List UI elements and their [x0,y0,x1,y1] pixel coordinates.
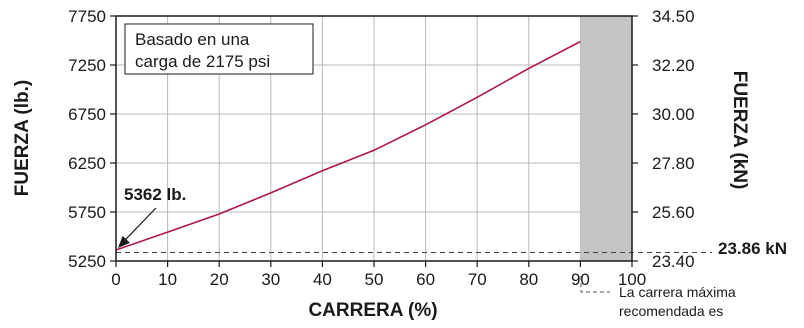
y-axis-title: FUERZA (lb.) [12,80,33,196]
y-tick-label: 5750 [68,203,106,222]
y2-tick-label: 27.80 [652,154,695,173]
shaded-region [580,16,632,261]
y2-tick-label: 23.40 [652,252,695,271]
y-tick-label: 6750 [68,105,106,124]
y2-tick-label: 30.00 [652,105,695,124]
y-tick-label: 7250 [68,56,106,75]
note-leader [580,276,610,293]
x-tick-label: 100 [618,270,646,289]
reference-line-label: 23.86 kN [718,239,787,258]
callout-arrow [124,207,157,241]
y-tick-label: 6250 [68,154,106,173]
callout-arrowhead [118,235,130,249]
ticks: 0 10 20 30 40 50 60 70 80 90 100 5250 23.40 5750 25.60… [68,7,694,289]
series-line [115,40,581,251]
y-tick-label: 5250 [68,252,106,271]
x-tick-label: 20 [210,270,229,289]
annotation-box-line-1: Basado en una [135,30,250,49]
x-axis-title: CARRERA (%) [308,300,437,321]
x-tick-label: 90 [571,270,590,289]
x-tick-label: 30 [261,270,280,289]
y2-axis-title: FUERZA (kN) [729,71,750,190]
note-line-1: La carrera máxima [619,284,736,300]
note-line-2: recomendada es [619,303,723,319]
annotation-box [124,23,314,75]
x-tick-label: 60 [416,270,435,289]
annotation-box-line-2: carga de 2175 psi [135,52,270,71]
y2-tick-label: 32.20 [652,56,695,75]
x-tick-label: 50 [365,270,384,289]
x-tick-label: 40 [313,270,332,289]
y2-tick-label: 34.50 [652,7,695,26]
x-tick-label: 80 [519,270,538,289]
y2-tick-label: 25.60 [652,203,695,222]
x-tick-label: 70 [468,270,487,289]
start-value-label: 5362 lb. [124,185,186,204]
x-tick-label: 10 [158,270,177,289]
x-tick-label: 0 [111,270,120,289]
y-tick-label: 7750 [68,7,106,26]
